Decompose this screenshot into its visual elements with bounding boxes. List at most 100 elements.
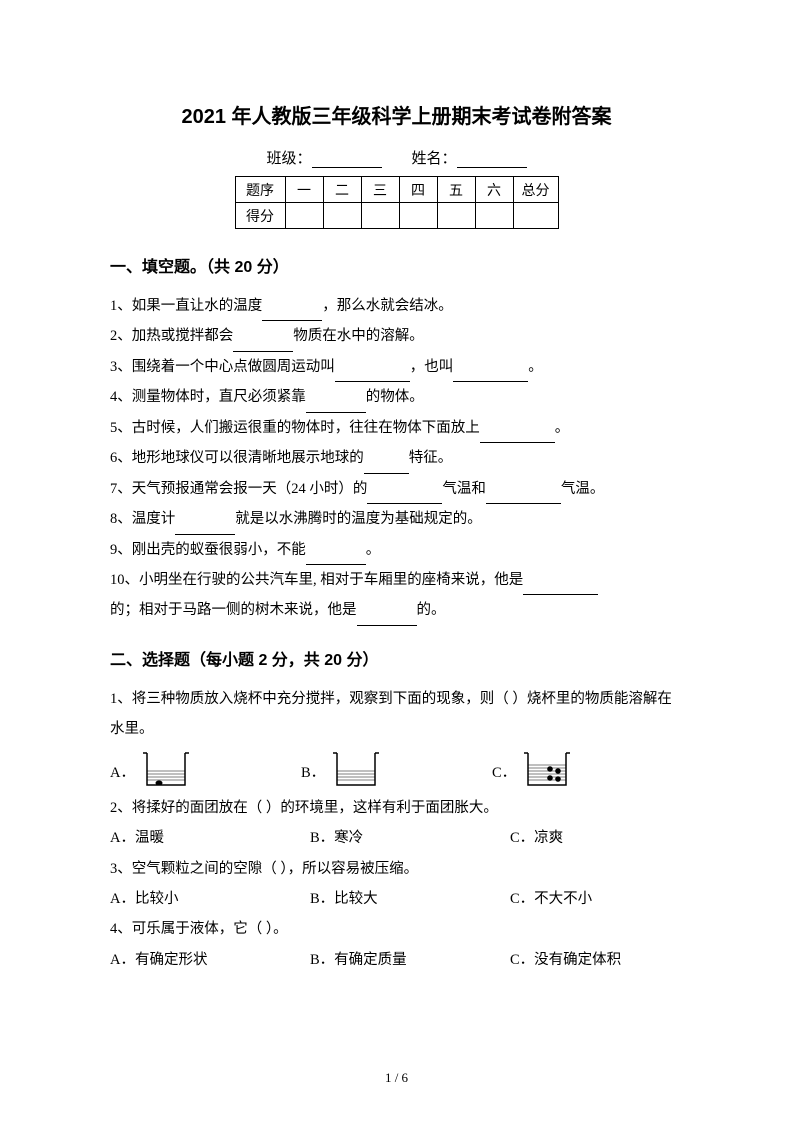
fill-blank[interactable] [367,490,442,504]
s2-q1-options: A． B． C． [110,749,683,789]
fill-blank[interactable] [175,521,235,535]
col-cell: 一 [285,177,323,203]
option-b[interactable]: B．有确定质量 [310,945,510,975]
fill-blank[interactable] [364,460,409,474]
fill-blank[interactable] [335,368,410,382]
text: 。 [528,359,543,375]
col-cell: 三 [361,177,399,203]
s2-q4: 4、可乐属于液体，它（ ）。 [110,914,683,944]
beaker-icon [331,749,381,789]
text: 9、刚出壳的蚁蚕很弱小，不能 [110,542,306,558]
s2-q1: 1、将三种物质放入烧杯中充分搅拌，观察到下面的现象，则（ ）烧杯里的物质能溶解在… [110,684,683,745]
fill-blank[interactable] [523,581,598,595]
option-b[interactable]: B．寒冷 [310,823,510,853]
option-label: C． [492,758,516,788]
class-blank[interactable] [312,154,382,168]
s1-q4: 4、测量物体时，直尺必须紧靠 的物体。 [110,382,683,412]
s1-q2: 2、加热或搅拌都会 物质在水中的溶解。 [110,321,683,351]
option-label: B． [301,758,325,788]
name-label: 姓名： [412,151,457,167]
fill-blank[interactable] [306,551,366,565]
class-label: 班级： [266,151,311,167]
option-a[interactable]: A．有确定形状 [110,945,310,975]
text: 10、小明坐在行驶的公共汽车里, 相对于车厢里的座椅来说，他是 [110,572,523,588]
s1-q6: 6、地形地球仪可以很清晰地展示地球的 特征。 [110,443,683,473]
score-cell[interactable] [475,203,513,229]
text: ，也叫 [410,359,454,375]
table-row: 题序 一 二 三 四 五 六 总分 [235,177,558,203]
text: 气温。 [561,481,605,497]
fill-blank[interactable] [306,399,366,413]
score-cell[interactable] [323,203,361,229]
s1-q5: 5、古时候，人们搬运很重的物体时，往往在物体下面放上 。 [110,413,683,443]
text: 6、地形地球仪可以很清晰地展示地球的 [110,450,364,466]
s2-q3-options: A．比较小 B．比较大 C．不大不小 [110,884,683,914]
option-c[interactable]: C．不大不小 [510,884,670,914]
text: 就是以水沸腾时的温度为基础规定的。 [235,511,482,527]
beaker-icon [141,749,191,789]
option-c[interactable]: C．凉爽 [510,823,670,853]
fill-blank[interactable] [486,490,561,504]
text: 2、加热或搅拌都会 [110,328,233,344]
col-cell: 总分 [513,177,558,203]
name-blank[interactable] [457,154,527,168]
s2-q3: 3、空气颗粒之间的空隙（ ），所以容易被压缩。 [110,854,683,884]
section1-heading: 一、填空题。（共 20 分） [110,253,683,277]
option-c[interactable]: C．没有确定体积 [510,945,670,975]
text: 8、温度计 [110,511,175,527]
score-cell[interactable] [437,203,475,229]
s1-q3: 3、围绕着一个中心点做圆周运动叫 ，也叫 。 [110,352,683,382]
col-cell: 五 [437,177,475,203]
text: ，那么水就会结冰。 [322,298,453,314]
text: 1、如果一直让水的温度 [110,298,262,314]
s1-q10-cont: 的；相对于马路一侧的树木来说，他是 的。 [110,595,683,625]
text: 。 [555,420,570,436]
score-cell[interactable] [285,203,323,229]
text: 5、古时候，人们搬运很重的物体时，往往在物体下面放上 [110,420,480,436]
fill-blank[interactable] [233,338,293,352]
text: 特征。 [409,450,453,466]
fill-blank[interactable] [453,368,528,382]
s2-q2: 2、将揉好的面团放在（ ）的环境里，这样有利于面团胀大。 [110,793,683,823]
s2-q4-options: A．有确定形状 B．有确定质量 C．没有确定体积 [110,945,683,975]
text: 气温和 [442,481,486,497]
col-cell: 六 [475,177,513,203]
table-row: 得分 [235,203,558,229]
s1-q7: 7、天气预报通常会报一天（24 小时）的 气温和 气温。 [110,474,683,504]
s1-q8: 8、温度计 就是以水沸腾时的温度为基础规定的。 [110,504,683,534]
score-table: 题序 一 二 三 四 五 六 总分 得分 [235,176,559,229]
text: 的；相对于马路一侧的树木来说，他是 [110,602,357,618]
page-number: 1 / 6 [0,1070,793,1086]
header-label-cell: 题序 [235,177,285,203]
option-a[interactable]: A．温暖 [110,823,310,853]
text: 。 [366,542,381,558]
option-b[interactable]: B． [301,749,492,789]
section2-heading: 二、选择题（每小题 2 分，共 20 分） [110,646,683,670]
beaker-icon [522,749,572,789]
score-cell[interactable] [399,203,437,229]
option-c[interactable]: C． [492,749,683,789]
score-cell[interactable] [361,203,399,229]
option-label: A． [110,758,135,788]
option-a[interactable]: A．比较小 [110,884,310,914]
text: 的物体。 [366,389,424,405]
text: 物质在水中的溶解。 [293,328,424,344]
student-info-row: 班级： 姓名： [110,147,683,168]
exam-title: 2021 年人教版三年级科学上册期末考试卷附答案 [110,100,683,129]
col-cell: 二 [323,177,361,203]
score-label-cell: 得分 [235,203,285,229]
text: 7、天气预报通常会报一天（24 小时）的 [110,481,367,497]
score-cell[interactable] [513,203,558,229]
s1-q9: 9、刚出壳的蚁蚕很弱小，不能 。 [110,535,683,565]
col-cell: 四 [399,177,437,203]
text: 4、测量物体时，直尺必须紧靠 [110,389,306,405]
option-b[interactable]: B．比较大 [310,884,510,914]
text: 的。 [417,602,446,618]
s2-q2-options: A．温暖 B．寒冷 C．凉爽 [110,823,683,853]
s1-q1: 1、如果一直让水的温度 ，那么水就会结冰。 [110,291,683,321]
fill-blank[interactable] [480,429,555,443]
text: 3、围绕着一个中心点做圆周运动叫 [110,359,335,375]
fill-blank[interactable] [262,307,322,321]
fill-blank[interactable] [357,612,417,626]
option-a[interactable]: A． [110,749,301,789]
